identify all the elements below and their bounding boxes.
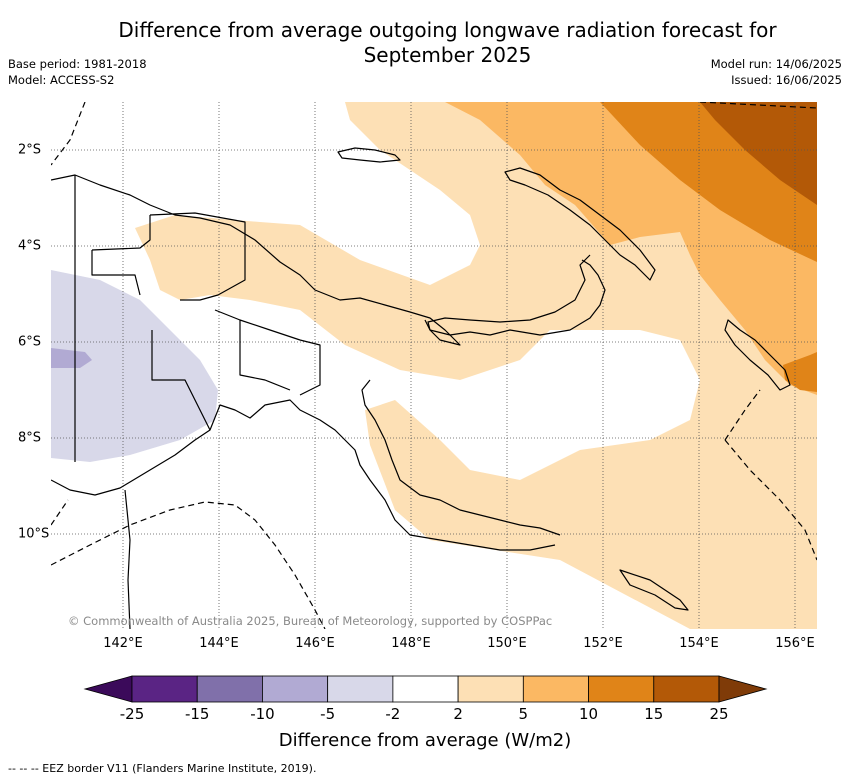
colorbar-tick-label: -10 [250, 705, 275, 723]
anomaly-band-15-25 [700, 102, 817, 205]
issued-date: Issued: 16/06/2025 [731, 73, 842, 87]
new-guinea-south-coast [51, 399, 556, 551]
lon-label: 144°E [199, 636, 239, 651]
colorbar-tick-label: 25 [709, 705, 729, 723]
base-period: Base period: 1981-2018 [8, 57, 147, 71]
colorbar-tick-label: 5 [518, 705, 529, 723]
new-britain [424, 259, 606, 336]
manus [337, 147, 401, 163]
colorbar-tick-label: 15 [644, 705, 664, 723]
colorbar-tick-label: -2 [385, 705, 401, 723]
lat-label: 6°S [18, 334, 42, 350]
chart-title: Difference from average outgoing longwav… [0, 18, 850, 68]
meta-left: Base period: 1981-2018 Model: ACCESS-S2 [8, 56, 147, 88]
louisiade [619, 569, 689, 611]
lat-label: 10°S [18, 526, 50, 542]
lon-label: 150°E [487, 636, 527, 651]
colorbar-tick-label: -5 [320, 705, 336, 723]
meta-right: Model run: 14/06/2025 Issued: 16/06/2025 [711, 56, 842, 88]
bougainville [724, 319, 791, 391]
title-line-1: Difference from average outgoing longwav… [118, 18, 777, 42]
colorbar-label: Difference from average (W/m2) [278, 730, 572, 751]
coastlines [51, 147, 791, 629]
province-border-6 [239, 320, 291, 391]
eez-borders [51, 102, 817, 629]
model-name: Model: ACCESS-S2 [8, 73, 115, 87]
new-guinea-north-coast [51, 174, 591, 346]
lon-label: 152°E [583, 636, 623, 651]
province-border-1 [91, 215, 151, 251]
new-ireland [504, 167, 656, 281]
colorbar-tick-label: 2 [453, 705, 463, 723]
colorbar-tick-label: -25 [119, 705, 145, 723]
lon-label: 142°E [103, 636, 143, 651]
lon-label: 148°E [391, 636, 431, 651]
anomaly-band-minus-10-5 [51, 348, 92, 368]
title-line-2: September 2025 [363, 43, 532, 67]
lon-label: 154°E [679, 636, 719, 651]
lat-label: 4°S [18, 238, 42, 254]
lon-label: 156°E [775, 636, 815, 651]
gridlines [51, 102, 817, 629]
province-border-4 [151, 330, 211, 431]
province-border-3 [149, 212, 246, 301]
model-run: Model run: 14/06/2025 [710, 57, 842, 71]
anomaly-band-minus-5-2 [51, 270, 218, 462]
map [51, 102, 817, 629]
lon-label: 146°E [295, 636, 335, 651]
province-border-2 [91, 250, 141, 296]
southeast-peninsula [361, 379, 561, 536]
lat-label: 8°S [18, 430, 42, 446]
colorbar-tick-label: -15 [184, 705, 210, 723]
colorbar-tick-label: 10 [579, 705, 599, 723]
lat-label: 2°S [18, 142, 42, 158]
copyright-notice: © Commonwealth of Australia 2025, Bureau… [68, 614, 553, 628]
anomaly-band-10-15-small [783, 352, 817, 392]
south-coast-2 [124, 489, 131, 629]
eez-footnote: -- -- -- EEZ border V11 (Flanders Marine… [8, 762, 317, 775]
